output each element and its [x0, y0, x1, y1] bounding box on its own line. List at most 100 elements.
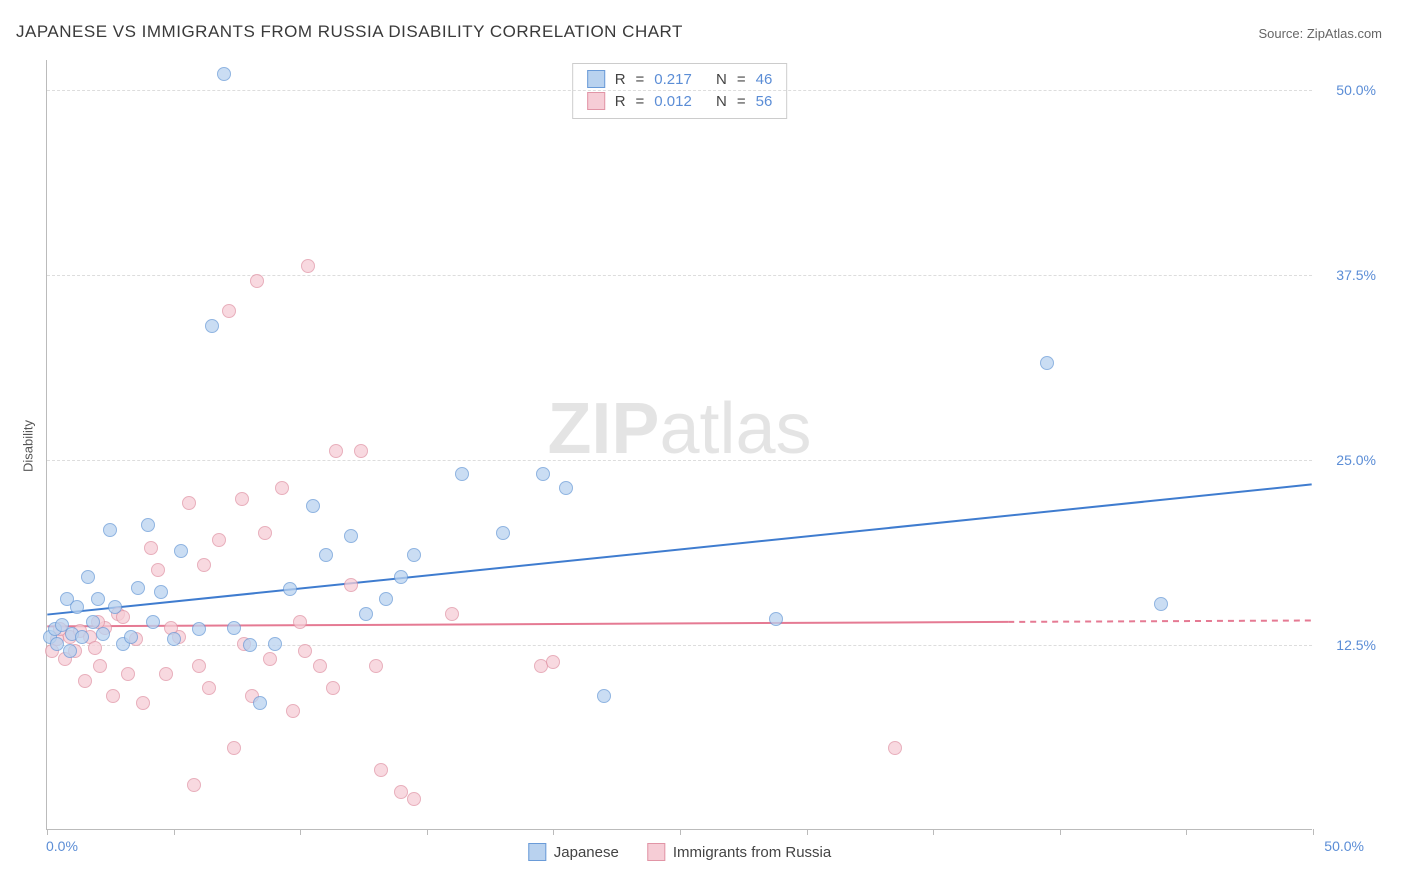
y-tick-label: 12.5% — [1336, 637, 1376, 653]
data-point — [319, 548, 333, 562]
data-point — [344, 578, 358, 592]
r-value-2: 0.012 — [654, 93, 692, 110]
data-point — [86, 615, 100, 629]
data-point — [197, 558, 211, 572]
x-tick — [553, 829, 554, 835]
data-point — [359, 607, 373, 621]
data-point — [1040, 356, 1054, 370]
data-point — [283, 582, 297, 596]
series2-swatch-icon — [587, 92, 605, 110]
bottom-legend: Japanese Immigrants from Russia — [528, 843, 831, 861]
data-point — [144, 541, 158, 555]
data-point — [141, 518, 155, 532]
x-max-label: 50.0% — [1324, 838, 1364, 854]
data-point — [888, 741, 902, 755]
data-point — [81, 570, 95, 584]
data-point — [306, 499, 320, 513]
data-point — [75, 630, 89, 644]
data-point — [131, 581, 145, 595]
data-point — [205, 319, 219, 333]
watermark-rest: atlas — [659, 389, 811, 469]
series1-swatch-icon — [528, 843, 546, 861]
data-point — [106, 689, 120, 703]
x-tick — [47, 829, 48, 835]
data-point — [96, 627, 110, 641]
data-point — [268, 637, 282, 651]
legend-label-2: Immigrants from Russia — [673, 844, 831, 861]
data-point — [182, 496, 196, 510]
n-label: N — [716, 93, 727, 110]
data-point — [63, 644, 77, 658]
data-point — [329, 444, 343, 458]
data-point — [243, 638, 257, 652]
data-point — [379, 592, 393, 606]
data-point — [250, 274, 264, 288]
data-point — [70, 600, 84, 614]
r-label: R — [615, 71, 626, 88]
x-tick — [1186, 829, 1187, 835]
gridline — [47, 460, 1312, 461]
data-point — [496, 526, 510, 540]
data-point — [212, 533, 226, 547]
data-point — [93, 659, 107, 673]
y-tick-label: 50.0% — [1336, 82, 1376, 98]
data-point — [407, 792, 421, 806]
data-point — [151, 563, 165, 577]
data-point — [298, 644, 312, 658]
data-point — [174, 544, 188, 558]
data-point — [455, 467, 469, 481]
gridline — [47, 275, 1312, 276]
data-point — [253, 696, 267, 710]
data-point — [154, 585, 168, 599]
data-point — [559, 481, 573, 495]
data-point — [227, 741, 241, 755]
watermark: ZIPatlas — [547, 388, 811, 470]
y-tick-label: 25.0% — [1336, 452, 1376, 468]
data-point — [124, 630, 138, 644]
data-point — [293, 615, 307, 629]
n-value-1: 46 — [756, 71, 773, 88]
x-origin-label: 0.0% — [46, 838, 78, 854]
stats-row-1: R = 0.217 N = 46 — [587, 68, 773, 90]
legend-item-1: Japanese — [528, 843, 619, 861]
x-tick — [427, 829, 428, 835]
n-value-2: 56 — [756, 93, 773, 110]
data-point — [121, 667, 135, 681]
eq: = — [636, 71, 645, 88]
y-axis-label: Disability — [21, 420, 36, 472]
data-point — [1154, 597, 1168, 611]
data-point — [167, 632, 181, 646]
data-point — [344, 529, 358, 543]
data-point — [546, 655, 560, 669]
source-label: Source: ZipAtlas.com — [1258, 26, 1382, 41]
eq: = — [737, 71, 746, 88]
data-point — [91, 592, 105, 606]
data-point — [78, 674, 92, 688]
data-point — [407, 548, 421, 562]
data-point — [258, 526, 272, 540]
x-tick — [174, 829, 175, 835]
data-point — [108, 600, 122, 614]
data-point — [202, 681, 216, 695]
stats-legend-box: R = 0.217 N = 46 R = 0.012 N = 56 — [572, 63, 788, 119]
data-point — [536, 467, 550, 481]
n-label: N — [716, 71, 727, 88]
data-point — [159, 667, 173, 681]
data-point — [235, 492, 249, 506]
chart-title: JAPANESE VS IMMIGRANTS FROM RUSSIA DISAB… — [16, 22, 683, 42]
watermark-bold: ZIP — [547, 389, 659, 469]
series1-swatch-icon — [587, 70, 605, 88]
data-point — [394, 570, 408, 584]
x-tick — [933, 829, 934, 835]
scatter-chart: ZIPatlas R = 0.217 N = 46 R = 0.012 N = … — [46, 60, 1312, 830]
r-label: R — [615, 93, 626, 110]
x-tick — [807, 829, 808, 835]
legend-item-2: Immigrants from Russia — [647, 843, 831, 861]
data-point — [103, 523, 117, 537]
data-point — [192, 659, 206, 673]
data-point — [146, 615, 160, 629]
legend-label-1: Japanese — [554, 844, 619, 861]
data-point — [192, 622, 206, 636]
data-point — [187, 778, 201, 792]
trendlines-svg — [47, 60, 1312, 829]
